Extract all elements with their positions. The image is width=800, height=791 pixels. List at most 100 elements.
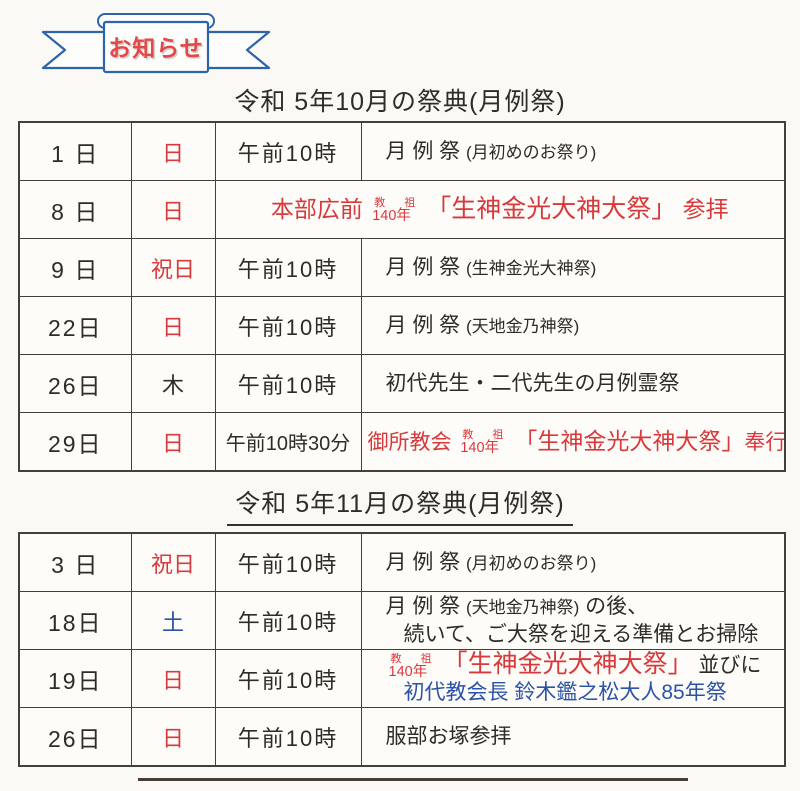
text-part: (月初めのお祭り) [466, 553, 597, 573]
weekday-cell: 日 [130, 180, 216, 239]
table-row: 19日日午前10時教 祖 140年 「生神金光大神大祭」 並びに 初代教会長 鈴木鑑之… [18, 649, 786, 708]
event-cell: 月 例 祭 (天地金乃神祭) [360, 296, 786, 355]
desc-line: 初代教会長 鈴木鑑之松大人85年祭 [386, 679, 785, 706]
text-part: 「生神金光大神大祭」 [514, 427, 745, 454]
time-cell: 午前10時 [214, 649, 362, 708]
text-part: (生神金光大神祭) [466, 258, 597, 278]
desc-line: 教 祖 140年 「生神金光大神大祭」 並びに [386, 650, 785, 680]
event-cell: 服部お塚参拝 [360, 707, 786, 767]
stack-top-text: 教 祖 [390, 652, 440, 665]
time-cell: 午前10時 [214, 354, 362, 413]
table-row: 8 日日本部広前 教 祖 140年 「生神金光大神大祭」 参拝 [18, 180, 786, 239]
text-part: 月 例 祭 [385, 255, 467, 279]
text-part: 月 例 祭 [385, 550, 467, 574]
stack-bottom-text: 140年 [372, 208, 411, 225]
time-cell: 午前10時 [214, 591, 362, 650]
time-cell: 午前10時 [214, 238, 362, 297]
day-cell: 26日 [18, 707, 132, 767]
desc-line: 月 例 祭 (月初めのお祭り) [386, 549, 785, 577]
day-cell: 9 日 [18, 238, 132, 297]
table-row: 22日日午前10時月 例 祭 (天地金乃神祭) [18, 296, 786, 355]
event-cell: 月 例 祭 (生神金光大神祭) [360, 238, 786, 297]
desc-line: 月 例 祭 (天地金乃神祭) の後、 [386, 593, 785, 621]
desc-line: 月 例 祭 (月初めのお祭り) [386, 138, 785, 166]
day-cell: 29日 [18, 412, 132, 472]
october-section-title: 令和 5年10月の祭典(月例祭) [226, 82, 574, 124]
notice-ribbon: お知らせ お知らせ [40, 10, 272, 78]
desc-line: 月 例 祭 (生神金光大神祭) [386, 254, 785, 282]
text-part: 「生神金光大神大祭」 [426, 194, 677, 223]
text-part: 「生神金光大神大祭」 [442, 650, 693, 678]
desc-line: 初代先生・二代先生の月例霊祭 [386, 370, 785, 397]
weekday-cell: 日 [130, 412, 216, 472]
weekday-cell: 日 [130, 707, 216, 767]
november-section-title: 令和 5年11月の祭典(月例祭) [227, 484, 573, 526]
text-part: 本部広前 [270, 195, 370, 222]
desc-line: 御所教会 教 祖 140年 「生神金光大神大祭」奉行 [368, 428, 785, 456]
desc-line: 続いて、ご大祭を迎える準備とお掃除 [386, 621, 785, 648]
desc-line: 本部広前 教 祖 140年 「生神金光大神大祭」 参拝 [216, 194, 784, 225]
cut-off-next-section-rule [138, 778, 688, 781]
weekday-cell: 祝日 [130, 238, 216, 297]
time-cell: 午前10時 [214, 532, 362, 592]
october-title-row: 令和 5年10月の祭典(月例祭) [0, 82, 800, 124]
table-row: 9 日祝日 午前10時月 例 祭 (生神金光大神祭) [18, 238, 786, 297]
era-140-stack: 教 祖 140年 [388, 652, 440, 680]
event-cell: 月 例 祭 (天地金乃神祭) の後、 続いて、ご大祭を迎える準備とお掃除 [360, 591, 786, 650]
event-cell: 教 祖 140年 「生神金光大神大祭」 並びに 初代教会長 鈴木鑑之松大人85年祭 [360, 649, 786, 708]
era-140-stack: 教 祖 140年 [372, 198, 423, 225]
event-cell: 月 例 祭 (月初めのお祭り) [360, 121, 786, 181]
desc-line: 月 例 祭 (天地金乃神祭) [386, 312, 785, 340]
text-part: 初代先生・二代先生の月例霊祭 [385, 372, 680, 395]
day-cell: 1 日 [18, 121, 132, 181]
text-part: 奉行 [744, 430, 785, 454]
weekday-cell: 日 [130, 296, 216, 355]
festival-table-october: 1 日日午前10時月 例 祭 (月初めのお祭り) 8 日日本部広前 教 祖 140年… [18, 121, 786, 472]
day-cell: 3 日 [18, 532, 132, 592]
text-part: 参拝 [676, 195, 729, 222]
table-row: 26日日午前10時 服部お塚参拝 [18, 707, 786, 767]
ribbon-graphic: お知らせ お知らせ [41, 13, 271, 74]
text-part: 服部お塚参拝 [385, 725, 512, 748]
text-part: 月 例 祭 [385, 139, 467, 163]
banner-label: お知らせ [108, 35, 204, 61]
day-cell: 19日 [18, 649, 132, 708]
time-cell: 午前10時30分 [214, 412, 362, 472]
event-cell: 初代先生・二代先生の月例霊祭 [360, 354, 786, 413]
text-part: 初代教会長 鈴木鑑之松大人85年祭 [403, 681, 727, 704]
text-part: 並びに [692, 654, 762, 677]
text-part: 月 例 祭 [385, 313, 467, 337]
table-row: 29日日午前10時30分 御所教会 教 祖 140年 「生神金光大神大祭」奉行 [18, 412, 786, 472]
november-title-row: 令和 5年11月の祭典(月例祭) [0, 484, 800, 526]
event-cell: 月 例 祭 (月初めのお祭り) [360, 532, 786, 592]
weekday-cell: 土 [130, 591, 216, 650]
text-part: (月初めのお祭り) [466, 142, 597, 162]
ribbon-center-panel [102, 20, 210, 74]
table-row: 18日土午前10時月 例 祭 (天地金乃神祭) の後、 続いて、ご大祭を迎える準備… [18, 591, 786, 650]
merged-event-cell: 本部広前 教 祖 140年 「生神金光大神大祭」 参拝 [214, 180, 786, 239]
era-140-stack: 教 祖 140年 [460, 429, 512, 457]
text-part: の後、 [579, 595, 649, 618]
stack-top-text: 教 祖 [462, 429, 512, 442]
text-part: 月 例 祭 [385, 595, 467, 618]
banner-label-shadow: お知らせ [110, 37, 206, 63]
event-cell: 御所教会 教 祖 140年 「生神金光大神大祭」奉行 [360, 412, 786, 472]
text-part: (天地金乃神祭) [466, 316, 580, 336]
day-cell: 8 日 [18, 180, 132, 239]
table-row: 1 日日午前10時月 例 祭 (月初めのお祭り) [18, 121, 786, 181]
time-cell: 午前10時 [214, 707, 362, 767]
weekday-cell: 木 [130, 354, 216, 413]
time-cell: 午前10時 [214, 121, 362, 181]
festival-table-november: 3 日祝日 午前10時月 例 祭 (月初めのお祭り) 18日土午前10時月 例 祭 … [18, 532, 786, 767]
text-part: 御所教会 [367, 430, 458, 454]
day-cell: 26日 [18, 354, 132, 413]
weekday-cell: 日 [130, 121, 216, 181]
day-cell: 18日 [18, 591, 132, 650]
text-part: (天地金乃神祭) [466, 598, 580, 617]
day-cell: 22日 [18, 296, 132, 355]
stack-bottom-text: 140年 [460, 440, 500, 457]
table-row: 26日木午前10時 初代先生・二代先生の月例霊祭 [18, 354, 786, 413]
desc-line: 服部お塚参拝 [386, 723, 785, 750]
stack-bottom-text: 140年 [388, 663, 428, 680]
table-row: 3 日祝日 午前10時月 例 祭 (月初めのお祭り) [18, 532, 786, 592]
